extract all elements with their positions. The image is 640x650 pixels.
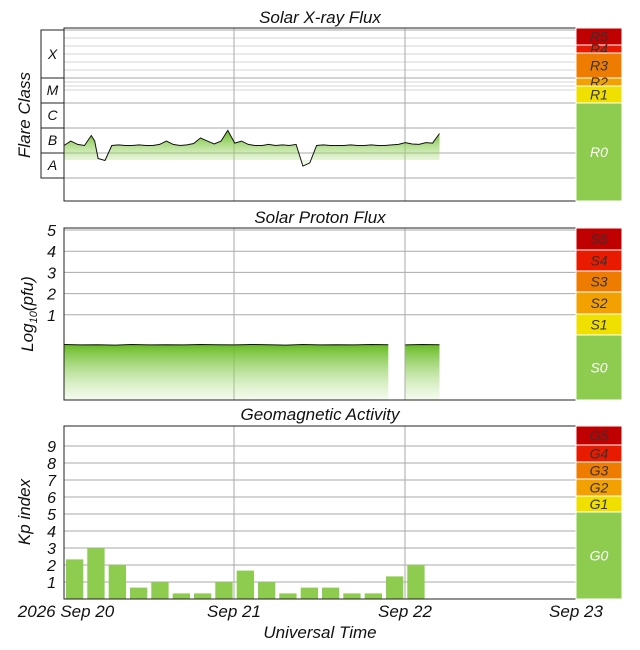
kp-scale-label: G0 <box>590 548 609 564</box>
kp-bar <box>215 582 233 599</box>
x-tick-label: Sep 22 <box>378 602 432 621</box>
xray-title: Solar X-ray Flux <box>259 8 381 27</box>
kp-scale-g0 <box>575 511 623 600</box>
proton-flux-fill <box>64 344 389 400</box>
xray-scale-r3 <box>575 52 623 79</box>
proton-scale-label: S5 <box>590 231 607 247</box>
x-tick-label: Sep 21 <box>207 602 261 621</box>
xray-scale-label: R5 <box>590 29 608 45</box>
proton-scale-s0 <box>575 334 623 401</box>
kp-bar <box>322 587 340 599</box>
geomag-title: Geomagnetic Activity <box>240 405 401 424</box>
proton-scale-label: S2 <box>590 295 607 311</box>
proton-ytick: 2 <box>46 287 56 304</box>
kp-scale-label: G3 <box>590 463 609 479</box>
proton-ytick: 5 <box>47 223 56 240</box>
xray-class-label: X <box>47 46 58 62</box>
proton-scale-label: S0 <box>590 360 607 376</box>
kp-bar <box>108 565 126 599</box>
kp-ytick: 9 <box>47 439 56 456</box>
proton-ylabel: Log10(pfu) <box>18 276 40 352</box>
kp-bar <box>66 559 84 599</box>
kp-scale-label: G5 <box>590 428 609 444</box>
kp-ytick: 1 <box>47 575 56 592</box>
proton-panel: 1 2 3 4 5 S5 S4 S3 S2 S1 S0 <box>46 223 623 401</box>
proton-ytick: 1 <box>47 308 56 325</box>
kp-plot-bg <box>64 426 576 599</box>
kp-bar <box>151 582 169 599</box>
xray-plot-bg <box>64 28 576 201</box>
kp-bar <box>279 593 297 599</box>
proton-scale-label: S1 <box>590 317 607 333</box>
proton-ytick: 4 <box>47 244 56 261</box>
xray-scale-label: R0 <box>590 144 608 160</box>
xray-class-label: C <box>47 107 58 123</box>
proton-ylabel-log: Log <box>18 323 37 352</box>
kp-ytick: 8 <box>47 456 56 473</box>
kp-ytick: 6 <box>47 490 56 507</box>
proton-scale-label: S4 <box>590 253 607 269</box>
xray-class-label: B <box>48 132 57 148</box>
kp-scale-label: G4 <box>590 446 609 462</box>
proton-flux-line <box>63 343 389 346</box>
kp-scale-label: G2 <box>590 480 609 496</box>
kp-bar <box>87 548 105 599</box>
x-tick-label: Sep 23 <box>549 602 603 621</box>
kp-ytick: 3 <box>47 541 56 558</box>
xray-flux-fill <box>64 130 440 167</box>
xray-class-label: M <box>47 82 59 98</box>
kp-bar <box>300 587 318 599</box>
xray-scale-label: R3 <box>590 58 608 74</box>
xray-scale-label: R1 <box>590 87 608 103</box>
kp-bar <box>172 593 190 599</box>
xray-flux-line <box>63 129 440 167</box>
kp-bar <box>236 570 254 599</box>
kp-bar <box>386 576 404 599</box>
kp-bar <box>194 593 212 599</box>
kp-bar <box>407 565 425 599</box>
kp-bar <box>258 582 276 599</box>
x-axis-ticks: 2026 Sep 20 Sep 21 Sep 22 Sep 23 <box>17 602 604 621</box>
kp-ytick: 5 <box>47 507 56 524</box>
kp-scale-label: G1 <box>590 496 609 512</box>
kp-bar <box>343 593 361 599</box>
proton-ylabel-sub: 10 <box>28 310 40 323</box>
kp-ytick: 2 <box>46 558 56 575</box>
xray-ylabel: Flare Class <box>15 72 34 158</box>
x-axis-label: Universal Time <box>263 623 376 642</box>
kp-ytick: 4 <box>47 524 56 541</box>
proton-ytick: 3 <box>47 265 56 282</box>
xray-scale-r0 <box>575 102 623 202</box>
xray-class-label: A <box>47 157 57 173</box>
x-tick-label: 2026 Sep 20 <box>17 602 115 621</box>
proton-flux-fill <box>405 344 440 400</box>
proton-scale-label: S3 <box>590 274 607 290</box>
proton-ylabel-unit: (pfu) <box>18 276 37 311</box>
kp-bar <box>130 587 148 599</box>
kp-bar <box>364 593 382 599</box>
kp-ylabel: Kp index <box>15 478 34 545</box>
proton-title: Solar Proton Flux <box>254 208 386 227</box>
kp-ytick: 7 <box>47 473 57 490</box>
